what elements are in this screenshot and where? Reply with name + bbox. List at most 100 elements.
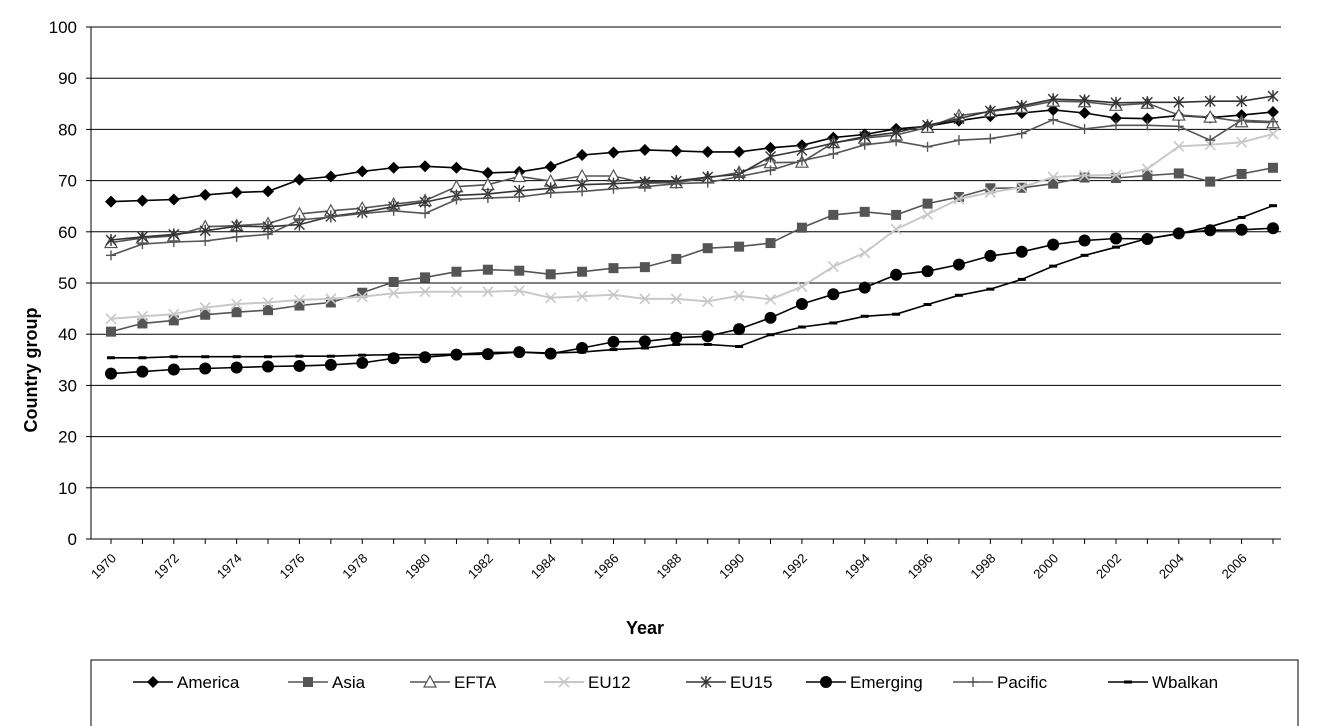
marker-stroke — [1173, 140, 1185, 152]
x-tick-label: 1988 — [653, 551, 684, 582]
x-axis-ticks: 1970 1972 1974 1976 1978 1980 1982 1984 1986 1988… — [88, 539, 1274, 582]
data-point-eu12 — [670, 293, 682, 305]
data-point-eu15 — [1173, 96, 1185, 109]
legend-marker-efta — [422, 674, 438, 688]
data-point-eu15 — [419, 196, 431, 209]
data-point-america — [230, 186, 243, 199]
data-point-wbalkan — [107, 356, 115, 360]
data-point-eu15 — [105, 233, 117, 246]
data-point-asia — [859, 206, 870, 217]
data-point-asia — [734, 241, 745, 252]
marker-stroke — [356, 291, 368, 303]
data-point-eu12 — [136, 310, 148, 322]
data-point-asia — [294, 300, 305, 311]
x-tick-label: 1970 — [88, 551, 119, 582]
series-wbalkan — [107, 204, 1277, 360]
y-tick-label: 80 — [58, 120, 77, 139]
data-point-wbalkan — [232, 355, 241, 359]
data-point-eu12 — [325, 293, 337, 305]
data-point-eu15 — [827, 137, 839, 150]
data-point-asia — [1079, 172, 1090, 183]
data-point-pacific — [1236, 115, 1247, 126]
data-point-asia — [1110, 173, 1121, 184]
data-point-asia — [231, 307, 242, 318]
data-point-pacific — [168, 237, 179, 248]
data-point-eu12 — [1267, 128, 1279, 140]
series-line-asia — [110, 167, 1274, 333]
data-point-pacific — [734, 171, 745, 182]
x-tick-label: 1990 — [716, 551, 747, 582]
data-point-pacific — [106, 250, 116, 261]
marker-stroke — [482, 286, 494, 298]
data-point-emerging — [701, 330, 714, 343]
data-point-america — [607, 146, 620, 159]
data-point-wbalkan — [640, 346, 649, 350]
data-point-eu12 — [419, 286, 431, 298]
legend-marker-emerging — [820, 676, 832, 688]
data-point-emerging — [167, 363, 180, 376]
data-point-eu12 — [199, 302, 211, 314]
marker-stroke — [419, 286, 431, 298]
data-point-america — [199, 188, 212, 201]
data-point-asia — [639, 262, 650, 273]
data-point-asia — [106, 326, 116, 337]
data-point-america — [1141, 112, 1154, 125]
series-efta — [103, 93, 1281, 249]
data-point-america — [670, 144, 683, 157]
legend-label: EU15 — [730, 673, 773, 692]
data-point-america — [1267, 105, 1279, 118]
legend-item-emerging: Emerging — [806, 673, 923, 692]
marker-stroke — [1267, 128, 1279, 140]
x-tick-label: 1996 — [905, 551, 936, 582]
data-point-america — [450, 161, 463, 174]
marker-stroke — [702, 295, 714, 307]
data-point-eu15 — [796, 144, 808, 157]
data-point-emerging — [136, 365, 149, 378]
data-point-eu12 — [105, 313, 117, 325]
marker-stroke — [450, 286, 463, 298]
x-tick-label: 1992 — [779, 551, 810, 582]
data-point-emerging — [1047, 238, 1060, 251]
data-point-wbalkan — [829, 321, 838, 325]
data-point-pacific — [263, 229, 274, 240]
data-point-wbalkan — [546, 351, 555, 355]
marker-stroke — [1110, 169, 1122, 181]
data-point-eu15 — [765, 150, 777, 163]
data-point-pacific — [1205, 135, 1216, 146]
data-point-pacific — [325, 211, 336, 222]
marker-stroke — [1236, 136, 1248, 148]
series-line-efta — [110, 100, 1274, 244]
x-tick-label: 1994 — [842, 551, 873, 582]
data-point-pacific — [608, 183, 619, 194]
data-point-emerging — [827, 288, 840, 301]
data-point-asia — [702, 243, 713, 254]
legend-label: Pacific — [997, 673, 1048, 692]
data-point-pacific — [231, 231, 242, 242]
x-tick-label: 1972 — [151, 551, 182, 582]
data-point-pacific — [1048, 114, 1059, 125]
y-tick-label: 20 — [58, 428, 77, 447]
x-tick-label: 2002 — [1093, 551, 1124, 582]
marker-stroke — [545, 292, 557, 304]
data-point-eu12 — [733, 290, 745, 302]
series-eu12 — [105, 128, 1279, 325]
legend-marker-wbalkan — [1124, 680, 1132, 684]
data-point-wbalkan — [1049, 264, 1058, 268]
legend-label: America — [177, 673, 240, 692]
data-point-asia — [388, 276, 399, 287]
data-point-pacific — [765, 165, 776, 176]
x-tick-label: 1982 — [465, 551, 496, 582]
data-point-asia — [953, 191, 964, 202]
marker-stroke — [733, 290, 745, 302]
legend-label: EFTA — [454, 673, 497, 692]
data-point-wbalkan — [923, 303, 932, 307]
x-tick-label: 2000 — [1030, 551, 1061, 582]
y-axis-title: Country group — [21, 308, 41, 433]
data-point-asia — [891, 209, 902, 220]
y-tick-label: 100 — [49, 18, 77, 37]
data-point-emerging — [230, 361, 243, 374]
data-point-eu15 — [953, 112, 965, 125]
data-point-wbalkan — [389, 353, 398, 357]
data-point-pacific — [671, 178, 682, 189]
